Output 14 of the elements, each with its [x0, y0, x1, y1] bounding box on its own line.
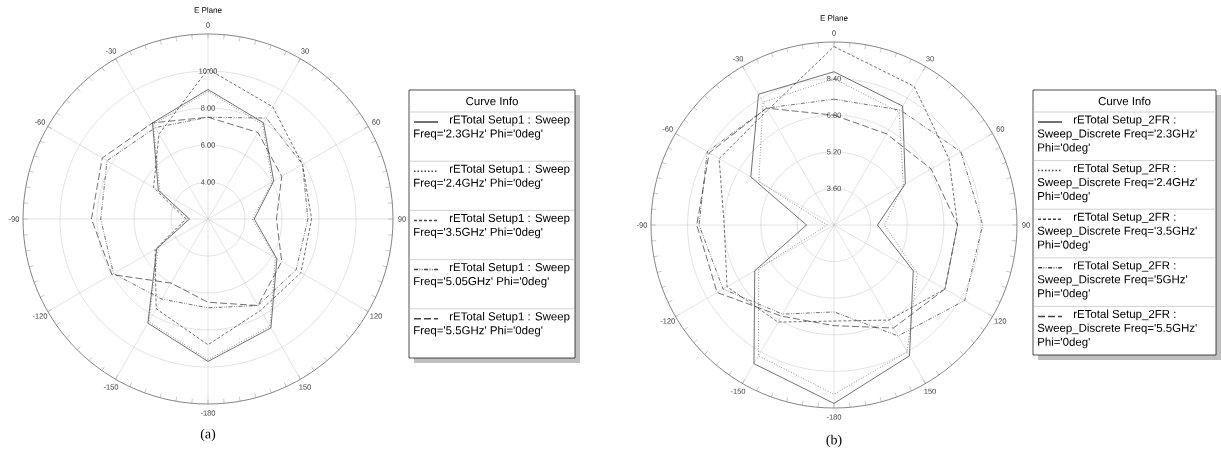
legend-title: Curve Info — [466, 96, 518, 106]
text: (a) — [200, 428, 216, 442]
legend-label: rETotal Setup1 : Sweep Freq='5.5GHz' Phi='0deg' — [414, 312, 570, 337]
legend-label: rETotal Setup_2FR : Sweep_Discrete Freq='5.5GHz' Phi='0deg' — [1037, 309, 1197, 349]
legend-label: rETotal Setup1 : Sweep Freq='2.4GHz' Phi='0deg' — [414, 164, 570, 190]
legend-title: Curve Info — [1098, 96, 1151, 106]
text: (b) — [826, 434, 842, 448]
legend-label: rETotal Setup1 : Sweep Freq='3.5GHz' Phi='0deg' — [414, 213, 570, 239]
legend-label: rETotal Setup_2FR : Sweep_Discrete Freq='2.3GHz' Phi='0deg' — [1037, 115, 1197, 154]
legend-label: rETotal Setup_2FR : Sweep_Discrete Freq='5GHz' Phi='0deg' — [1037, 261, 1188, 300]
legend-label: rETotal Setup_2FR : Sweep_Discrete Freq='3.5GHz' Phi='0deg' — [1037, 212, 1197, 251]
legend-label: rETotal Setup1 : Sweep Freq='2.3GHz' Phi='0deg' — [414, 115, 570, 140]
legend-label: rETotal Setup_2FR : Sweep_Discrete Freq='2.4GHz' Phi='0deg' — [1037, 163, 1197, 203]
legend-label: rETotal Setup1 : Sweep Freq='5.05GHz' Phi='0deg' — [414, 262, 570, 288]
